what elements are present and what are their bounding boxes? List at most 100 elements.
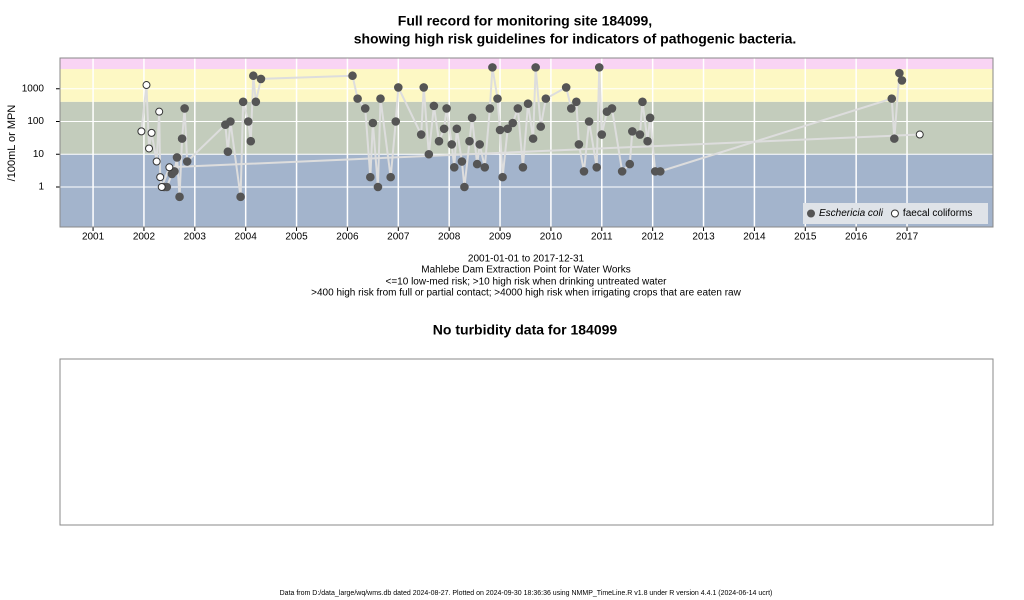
data-point (523, 99, 533, 108)
data-point (895, 68, 904, 78)
data-point (238, 97, 248, 107)
y-label: /100mL or MPN (6, 105, 18, 182)
data-point (439, 124, 449, 134)
data-point (495, 125, 505, 135)
data-point (243, 117, 253, 126)
y-tick-label: 1000 (22, 83, 45, 94)
data-point (518, 162, 528, 172)
data-point (475, 140, 484, 149)
data-point (592, 162, 602, 172)
data-point (607, 104, 617, 113)
x-tick-label: 2008 (438, 232, 461, 243)
data-point (175, 192, 184, 202)
series-line (140, 84, 920, 191)
x-tick-label: 2010 (540, 232, 563, 243)
data-point (452, 124, 462, 134)
data-point (256, 74, 266, 84)
data-point (635, 130, 645, 139)
x-tick-label: 2017 (896, 232, 919, 243)
legend-label: faecal coliforms (903, 208, 972, 219)
data-point (574, 140, 584, 149)
x-label: <=10 low-med risk; >10 high risk when dr… (386, 277, 668, 288)
data-point (156, 173, 165, 182)
data-point (594, 63, 604, 72)
data-point (541, 94, 551, 103)
x-label: 2001-01-01 to 2017-12-31 (468, 254, 585, 265)
risk-band (60, 58, 993, 70)
data-point (628, 127, 637, 136)
data-point (584, 117, 594, 126)
data-point (460, 182, 469, 192)
data-point (887, 94, 897, 103)
chart-title: No turbidity data for 184099 (433, 322, 618, 338)
data-point (182, 157, 192, 166)
data-point (457, 157, 467, 166)
data-point (155, 107, 164, 116)
data-point (493, 94, 502, 103)
data-point (246, 136, 256, 146)
data-point (449, 162, 459, 172)
data-point (503, 124, 512, 134)
chart-title: Full record for monitoring site 184099, (398, 13, 652, 29)
data-point (394, 83, 403, 92)
data-point (897, 76, 907, 85)
y-tick-label: 100 (27, 116, 44, 127)
x-tick-label: 2009 (489, 232, 512, 243)
data-point (348, 71, 357, 81)
data-point (152, 157, 161, 166)
x-label: >400 high risk from full or partial cont… (311, 288, 741, 299)
y-tick-label: 1 (38, 182, 44, 193)
data-point (536, 122, 546, 131)
x-tick-label: 2011 (591, 232, 613, 243)
data-point (915, 130, 924, 139)
data-point (137, 127, 146, 136)
data-point (572, 97, 581, 107)
data-point (142, 81, 151, 90)
x-tick-label: 2007 (387, 232, 410, 243)
data-point (391, 117, 401, 126)
empty-plot (59, 358, 994, 526)
data-point (638, 97, 647, 107)
chart-title: showing high risk guidelines for indicat… (354, 31, 797, 47)
plot-frame (59, 57, 994, 228)
data-point (147, 128, 156, 137)
data-point (655, 167, 665, 176)
legend-swatch (807, 209, 815, 218)
data-point (386, 172, 395, 182)
data-point (566, 104, 576, 113)
data-point (467, 113, 477, 123)
data-point (480, 162, 490, 172)
data-point (561, 83, 571, 92)
data-point (165, 163, 174, 172)
data-point (416, 130, 426, 139)
x-tick-label: 2016 (845, 232, 868, 243)
data-point (528, 134, 538, 143)
data-point (485, 104, 495, 113)
data-point (177, 134, 187, 143)
data-point (513, 104, 523, 113)
data-point (531, 63, 540, 72)
x-tick-label: 2015 (794, 232, 817, 243)
data-point (447, 140, 457, 149)
data-point (424, 149, 434, 159)
y-tick-label: 10 (33, 149, 45, 160)
legend-label: Eschericia coli (819, 208, 884, 219)
data-point (249, 71, 258, 81)
data-point (251, 97, 261, 107)
data-point (376, 94, 385, 103)
data-point (373, 182, 383, 192)
data-point (617, 167, 627, 176)
data-point (625, 159, 635, 169)
x-tick-label: 2004 (235, 232, 258, 243)
footer: Data from D:/data_large/wq/wms.db dated … (280, 590, 773, 597)
data-point (223, 147, 233, 156)
x-label: Mahlebe Dam Extraction Point for Water W… (421, 265, 631, 276)
risk-band (60, 69, 993, 102)
data-point (488, 63, 497, 72)
data-point (442, 104, 451, 113)
x-tick-label: 2012 (642, 232, 665, 243)
data-point (579, 167, 589, 176)
data-point (472, 159, 482, 169)
data-point (498, 172, 507, 182)
